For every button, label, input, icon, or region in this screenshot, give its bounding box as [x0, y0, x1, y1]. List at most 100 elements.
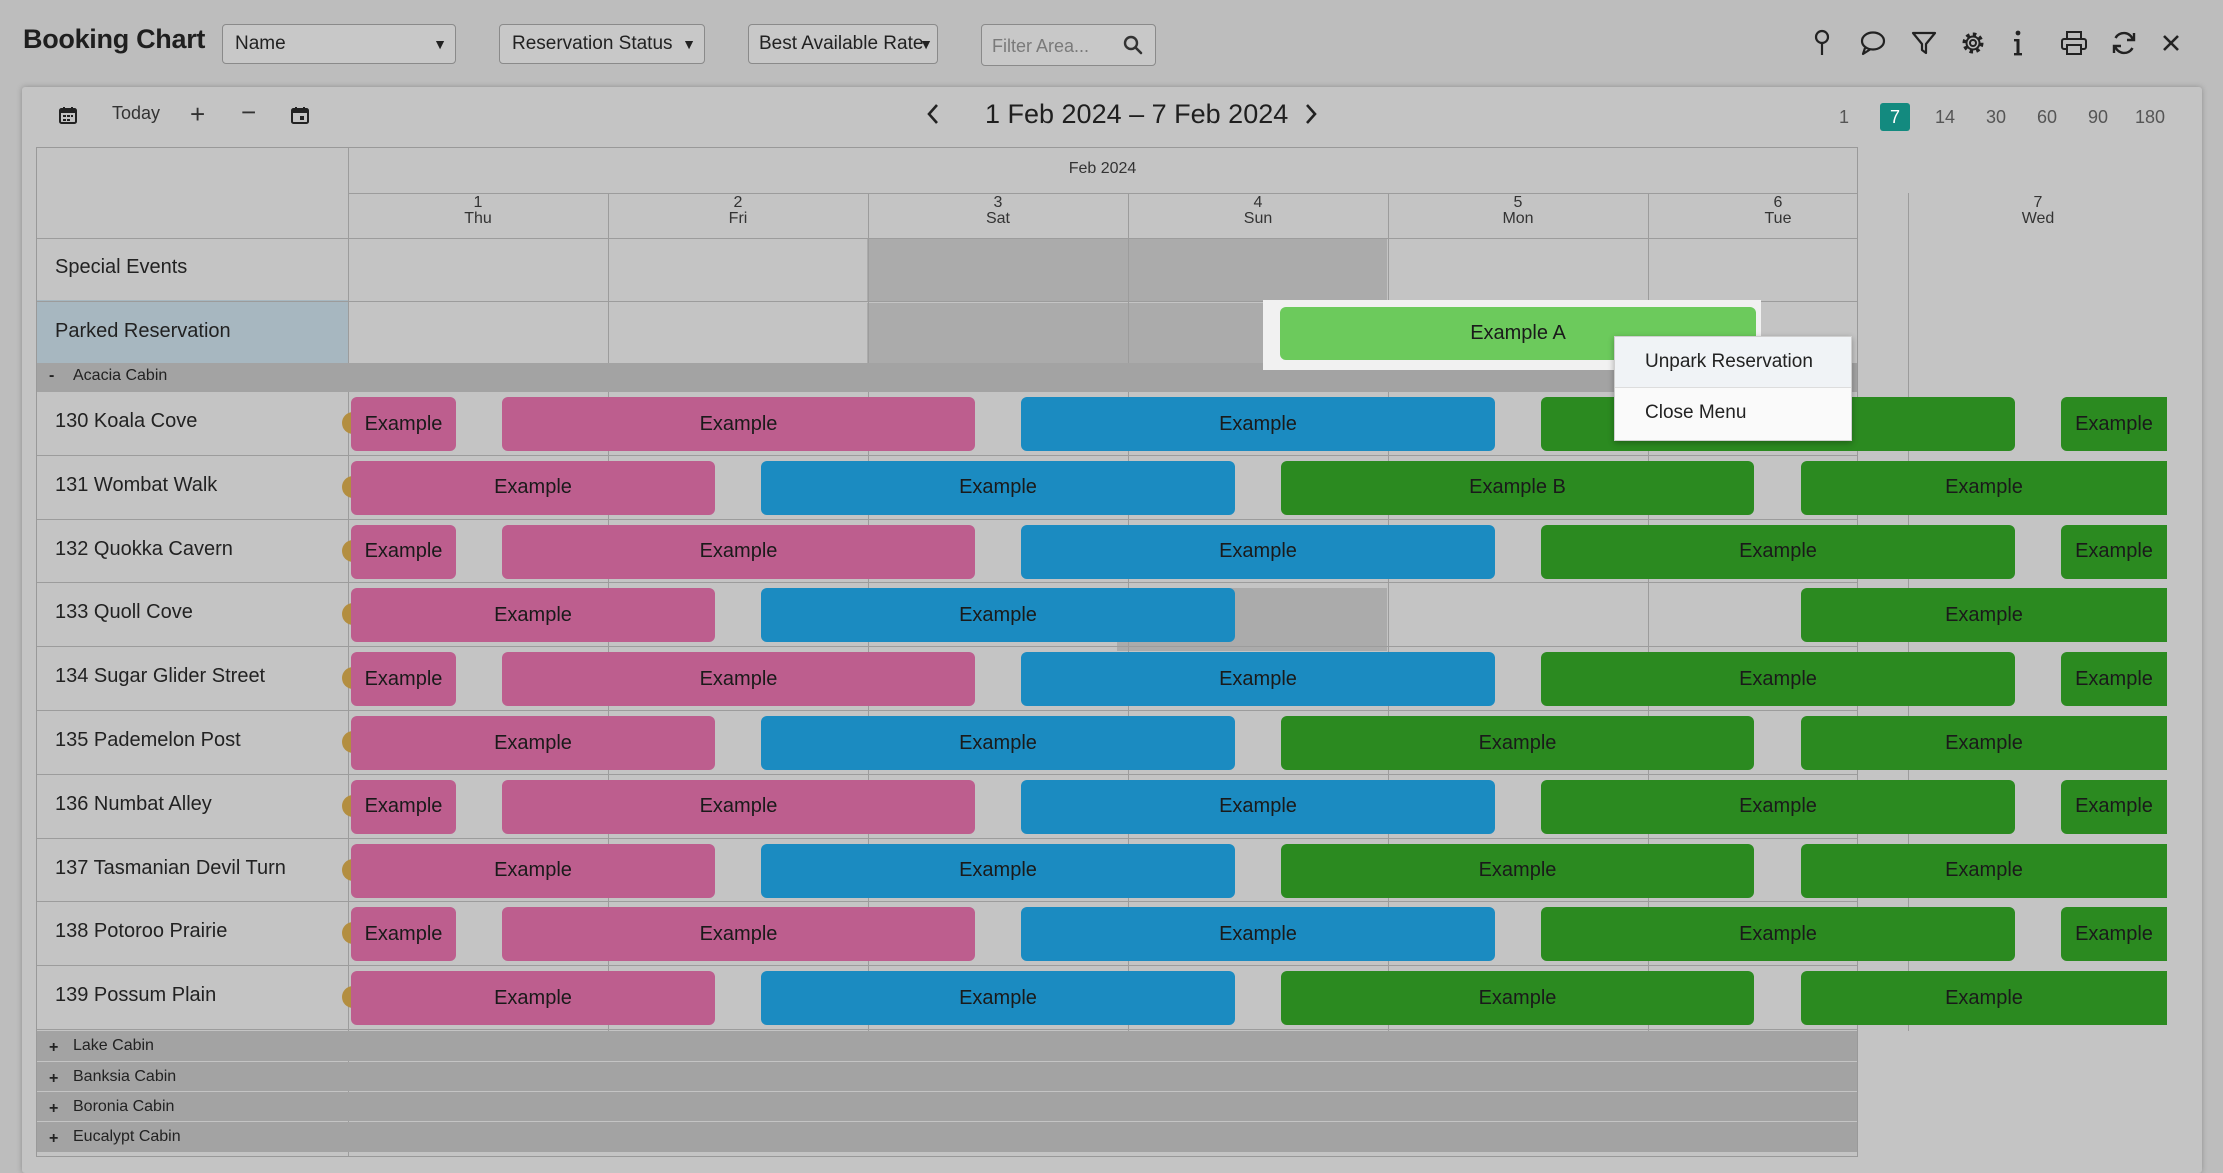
expand-icon[interactable]: + [49, 1130, 59, 1147]
gear-icon[interactable] [1958, 28, 1988, 58]
booking-bar[interactable]: Example [1801, 460, 2167, 515]
room-label[interactable]: 136 Numbat Alley [55, 792, 212, 815]
booking-bar[interactable]: Example [2061, 524, 2167, 579]
booking-label: Example [1219, 795, 1297, 818]
comment-icon[interactable] [1858, 28, 1888, 58]
today-button[interactable]: Today [112, 103, 161, 123]
booking-bar[interactable]: Example [351, 907, 456, 962]
group-header-eucalypt[interactable]: + Eucalypt Cabin [37, 1122, 1857, 1152]
room-label[interactable]: 137 Tasmanian Devil Turn [55, 856, 286, 879]
zoom-level-60[interactable]: 60 [2036, 107, 2058, 127]
booking-bar[interactable]: Example [351, 971, 715, 1026]
booking-label: Example [1739, 667, 1817, 690]
zoom-in-icon[interactable]: + [190, 99, 206, 129]
booking-label: Example [494, 731, 572, 754]
room-label[interactable]: 130 Koala Cove [55, 410, 198, 432]
booking-bar[interactable]: Example [502, 907, 975, 962]
booking-bar[interactable]: Example [2061, 779, 2167, 834]
close-icon[interactable] [2156, 28, 2186, 58]
expand-icon[interactable]: + [49, 1100, 59, 1117]
search-icon[interactable] [1123, 35, 1143, 60]
booking-bar[interactable]: Example [1541, 779, 2015, 834]
booking-bar[interactable]: Example [1541, 652, 2015, 707]
booking-bar[interactable]: Example [761, 460, 1235, 515]
day-header: 4 Sun [1128, 195, 1388, 227]
zoom-level-30[interactable]: 30 [1985, 107, 2007, 127]
booking-bar[interactable]: Example [502, 779, 975, 834]
filter-icon[interactable] [1909, 28, 1939, 58]
booking-bar[interactable]: Example [1281, 971, 1754, 1026]
booking-bar[interactable]: Example [351, 460, 715, 515]
booking-bar[interactable]: Example [351, 524, 456, 579]
zoom-level-14[interactable]: 14 [1934, 107, 1956, 127]
booking-bar[interactable]: Example [1021, 652, 1495, 707]
room-label[interactable]: 132 Quokka Cavern [55, 537, 233, 560]
booking-bar[interactable]: Example [351, 652, 456, 707]
booking-bar[interactable]: Example [1281, 843, 1754, 898]
room-label[interactable]: 134 Sugar Glider Street [55, 665, 266, 688]
print-icon[interactable] [2059, 28, 2089, 58]
group-header-banksia[interactable]: + Banksia Cabin [37, 1062, 1857, 1091]
unpark-reservation-menu-item[interactable]: Unpark Reservation [1615, 337, 1851, 387]
refresh-icon[interactable] [2109, 28, 2139, 58]
next-arrow-icon[interactable] [1304, 103, 1318, 130]
info-icon[interactable] [2003, 28, 2033, 58]
room-label[interactable]: 133 Quoll Cove [55, 601, 193, 624]
booking-bar[interactable]: Example [1021, 524, 1495, 579]
booking-bar[interactable]: Example [351, 588, 715, 643]
collapse-icon[interactable]: - [49, 367, 55, 384]
zoom-level-90[interactable]: 90 [2087, 107, 2109, 127]
zoom-level-7[interactable]: 7 [1880, 103, 1910, 131]
calendar-icon[interactable] [58, 105, 78, 130]
room-label[interactable]: 138 Potoroo Prairie [55, 920, 228, 943]
booking-bar[interactable]: Example [761, 588, 1235, 643]
booking-bar[interactable]: Example [502, 652, 975, 707]
booking-bar[interactable]: Example [1541, 524, 2015, 579]
booking-bar[interactable]: Example [1801, 843, 2167, 898]
booking-bar[interactable]: Example [1801, 971, 2167, 1026]
room-label[interactable]: 139 Possum Plain [55, 984, 217, 1007]
booking-bar[interactable]: Example [761, 843, 1235, 898]
expand-icon[interactable]: + [49, 1070, 59, 1087]
group-header-boronia[interactable]: + Boronia Cabin [37, 1092, 1857, 1121]
room-label[interactable]: 135 Pademelon Post [55, 729, 241, 751]
expand-icon[interactable]: + [49, 1039, 59, 1056]
booking-bar[interactable]: Example [1281, 716, 1754, 770]
date-picker-icon[interactable] [290, 105, 310, 130]
filter-area-input[interactable] [990, 31, 1124, 61]
booking-bar[interactable]: Example [351, 843, 715, 898]
location-pin-icon[interactable] [1807, 28, 1837, 58]
booking-bar[interactable]: Example [1801, 716, 2167, 770]
booking-bar[interactable]: Example [1021, 397, 1495, 451]
group-by-select[interactable]: Name ▼ [222, 24, 456, 64]
booking-bar[interactable]: Example [2061, 652, 2167, 707]
booking-bar[interactable]: Example [2061, 907, 2167, 962]
booking-bar[interactable]: Example [351, 779, 456, 834]
booking-bar[interactable]: Example [2061, 397, 2167, 451]
zoom-out-icon[interactable]: − [241, 97, 257, 127]
booking-bar[interactable]: Example [1021, 907, 1495, 962]
group-header-lake[interactable]: + Lake Cabin [37, 1031, 1857, 1061]
zoom-level-180[interactable]: 180 [2135, 107, 2166, 127]
booking-bar[interactable]: Example [761, 716, 1235, 770]
zoom-level-1[interactable]: 1 [1838, 107, 1849, 127]
booking-bar[interactable]: Example B [1281, 460, 1754, 515]
reservation-status-select[interactable]: Reservation Status ▼ [499, 24, 705, 64]
context-menu: Unpark Reservation Close Menu [1614, 336, 1852, 441]
booking-bar[interactable]: Example [1801, 588, 2167, 643]
booking-bar[interactable]: Example [351, 397, 456, 451]
weekend-shade [867, 239, 1387, 301]
close-menu-item[interactable]: Close Menu [1645, 402, 1747, 423]
booking-bar[interactable]: Example [351, 716, 715, 770]
booking-bar[interactable]: Example [1021, 779, 1495, 834]
special-events-label: Special Events [55, 256, 188, 278]
previous-arrow-icon[interactable] [926, 103, 940, 130]
booking-label: Example [699, 412, 778, 435]
booking-bar[interactable]: Example [761, 971, 1235, 1026]
rate-select[interactable]: Best Available Rate ▼ [748, 24, 938, 64]
booking-bar[interactable]: Example [502, 397, 975, 451]
booking-label: Example [494, 476, 572, 499]
booking-bar[interactable]: Example [1541, 907, 2015, 962]
room-label[interactable]: 131 Wombat Walk [55, 473, 218, 496]
booking-bar[interactable]: Example [502, 524, 975, 579]
